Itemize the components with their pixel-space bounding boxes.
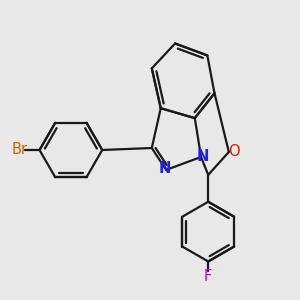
Text: N: N [158,161,171,176]
Text: F: F [204,269,212,284]
Text: Br: Br [11,142,28,158]
Text: N: N [196,149,209,164]
Text: O: O [228,145,240,160]
